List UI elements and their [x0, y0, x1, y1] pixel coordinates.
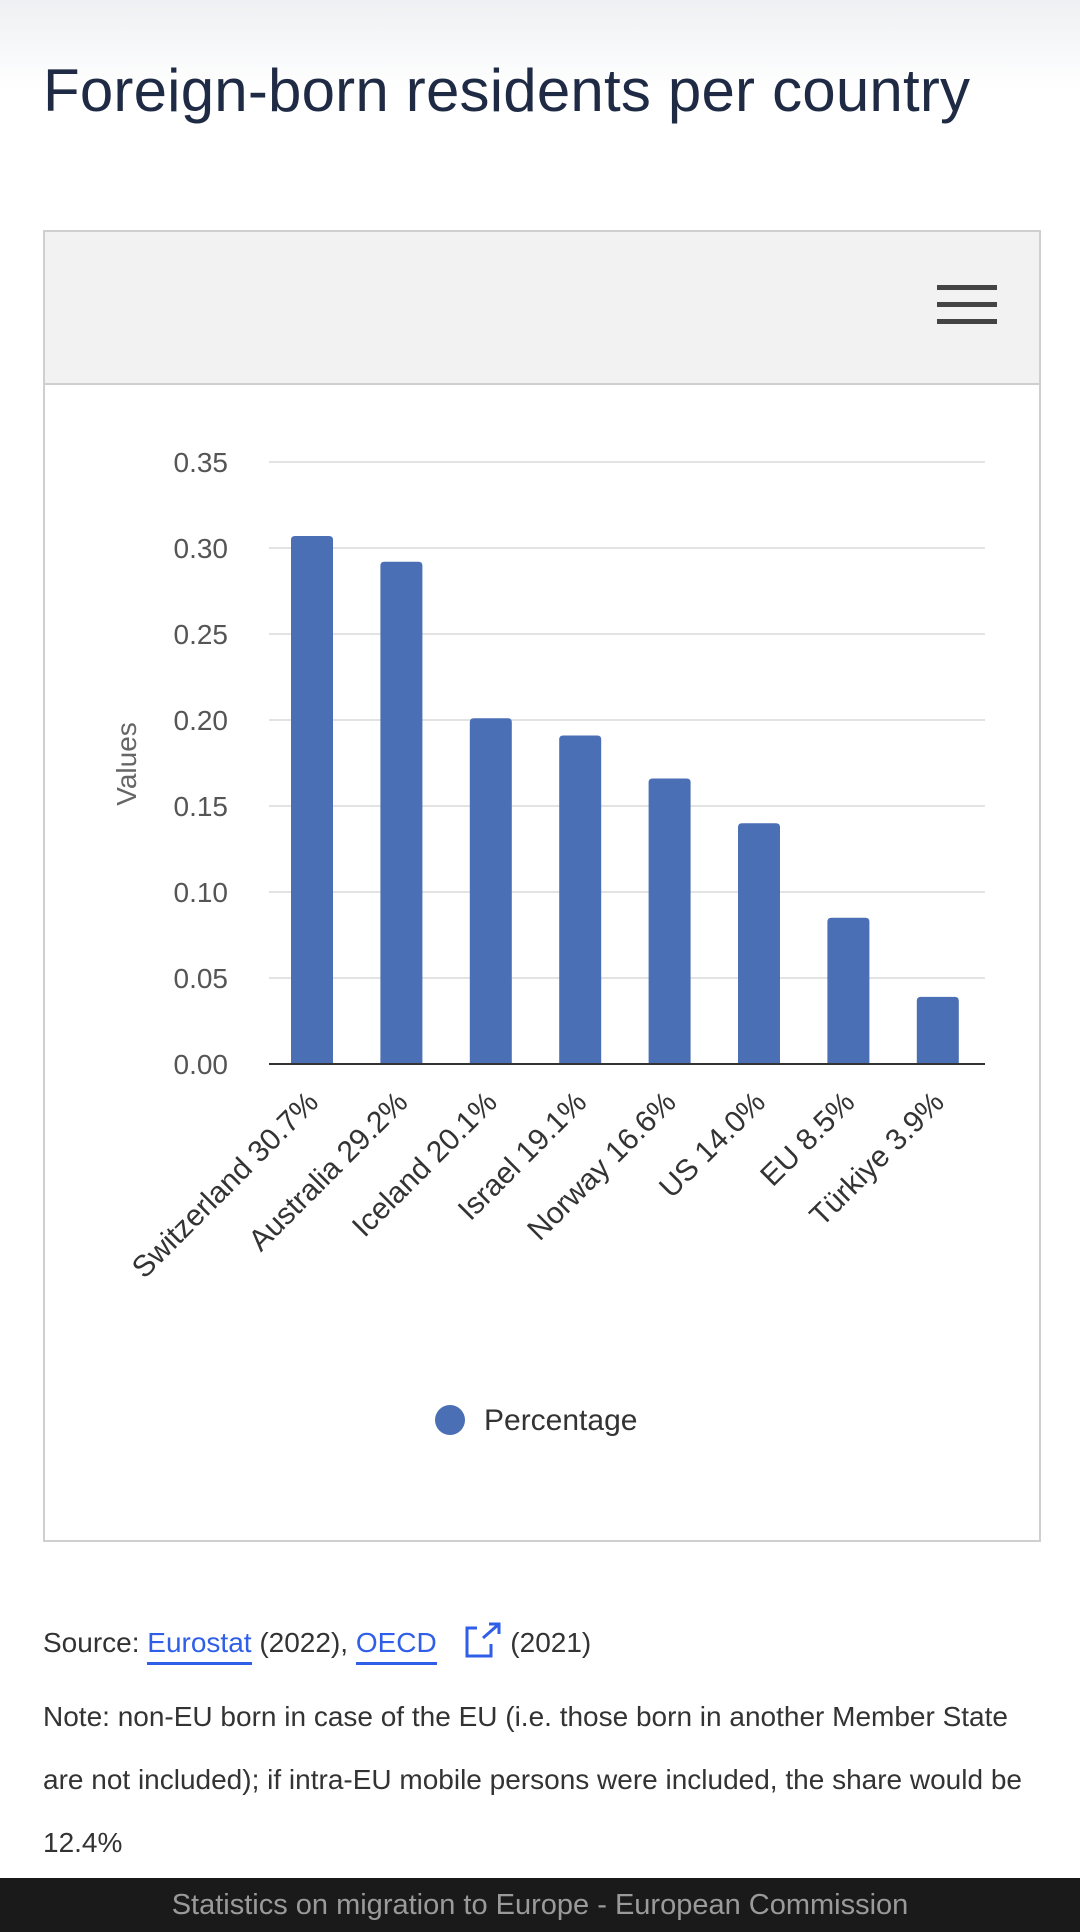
- source-year-1: (2022),: [251, 1627, 356, 1658]
- hamburger-menu-icon[interactable]: [937, 285, 997, 325]
- bar-chart: 0.000.050.100.150.200.250.300.35ValuesSw…: [111, 447, 985, 1437]
- y-axis-label: Values: [111, 722, 142, 806]
- footer-title: Statistics on migration to Europe - Euro…: [0, 1878, 1080, 1932]
- bar: [469, 718, 512, 1064]
- y-tick-label: 0.35: [174, 447, 229, 478]
- source-prefix: Source:: [43, 1627, 148, 1658]
- legend-marker: [435, 1405, 465, 1435]
- top-shade: [0, 0, 1080, 90]
- source-line: Source: Eurostat (2022), OECD (2021): [43, 1622, 592, 1665]
- y-tick-label: 0.05: [174, 963, 229, 994]
- page-title: Foreign-born residents per country: [43, 57, 971, 124]
- bar: [738, 823, 780, 1064]
- oecd-link[interactable]: OECD: [355, 1627, 437, 1665]
- y-tick-label: 0.00: [174, 1049, 229, 1080]
- bar: [380, 561, 423, 1064]
- y-tick-label: 0.15: [174, 791, 229, 822]
- bar: [916, 996, 959, 1064]
- x-tick-label: Australia 29.2%: [242, 1086, 414, 1258]
- y-tick-label: 0.25: [174, 619, 229, 650]
- bar: [559, 735, 602, 1064]
- source-year-2: (2021): [502, 1627, 592, 1658]
- external-link-icon[interactable]: [463, 1622, 503, 1658]
- bar: [648, 778, 691, 1064]
- chart-container: 0.00 0.05 0.10 0.15 0.20 0.25 0.30 0.35 Values Sw…: [43, 230, 1041, 1542]
- y-tick-label: 0.30: [174, 533, 229, 564]
- y-tick-label: 0.20: [174, 705, 229, 736]
- legend-label: Percentage: [484, 1404, 637, 1437]
- note-text: Note: non-EU born in case of the EU (i.e…: [43, 1701, 1022, 1858]
- bar: [827, 917, 870, 1064]
- chart-header: [45, 232, 1039, 385]
- y-tick-label: 0.10: [174, 877, 229, 908]
- bar: [291, 535, 333, 1064]
- eurostat-link[interactable]: Eurostat: [147, 1627, 252, 1665]
